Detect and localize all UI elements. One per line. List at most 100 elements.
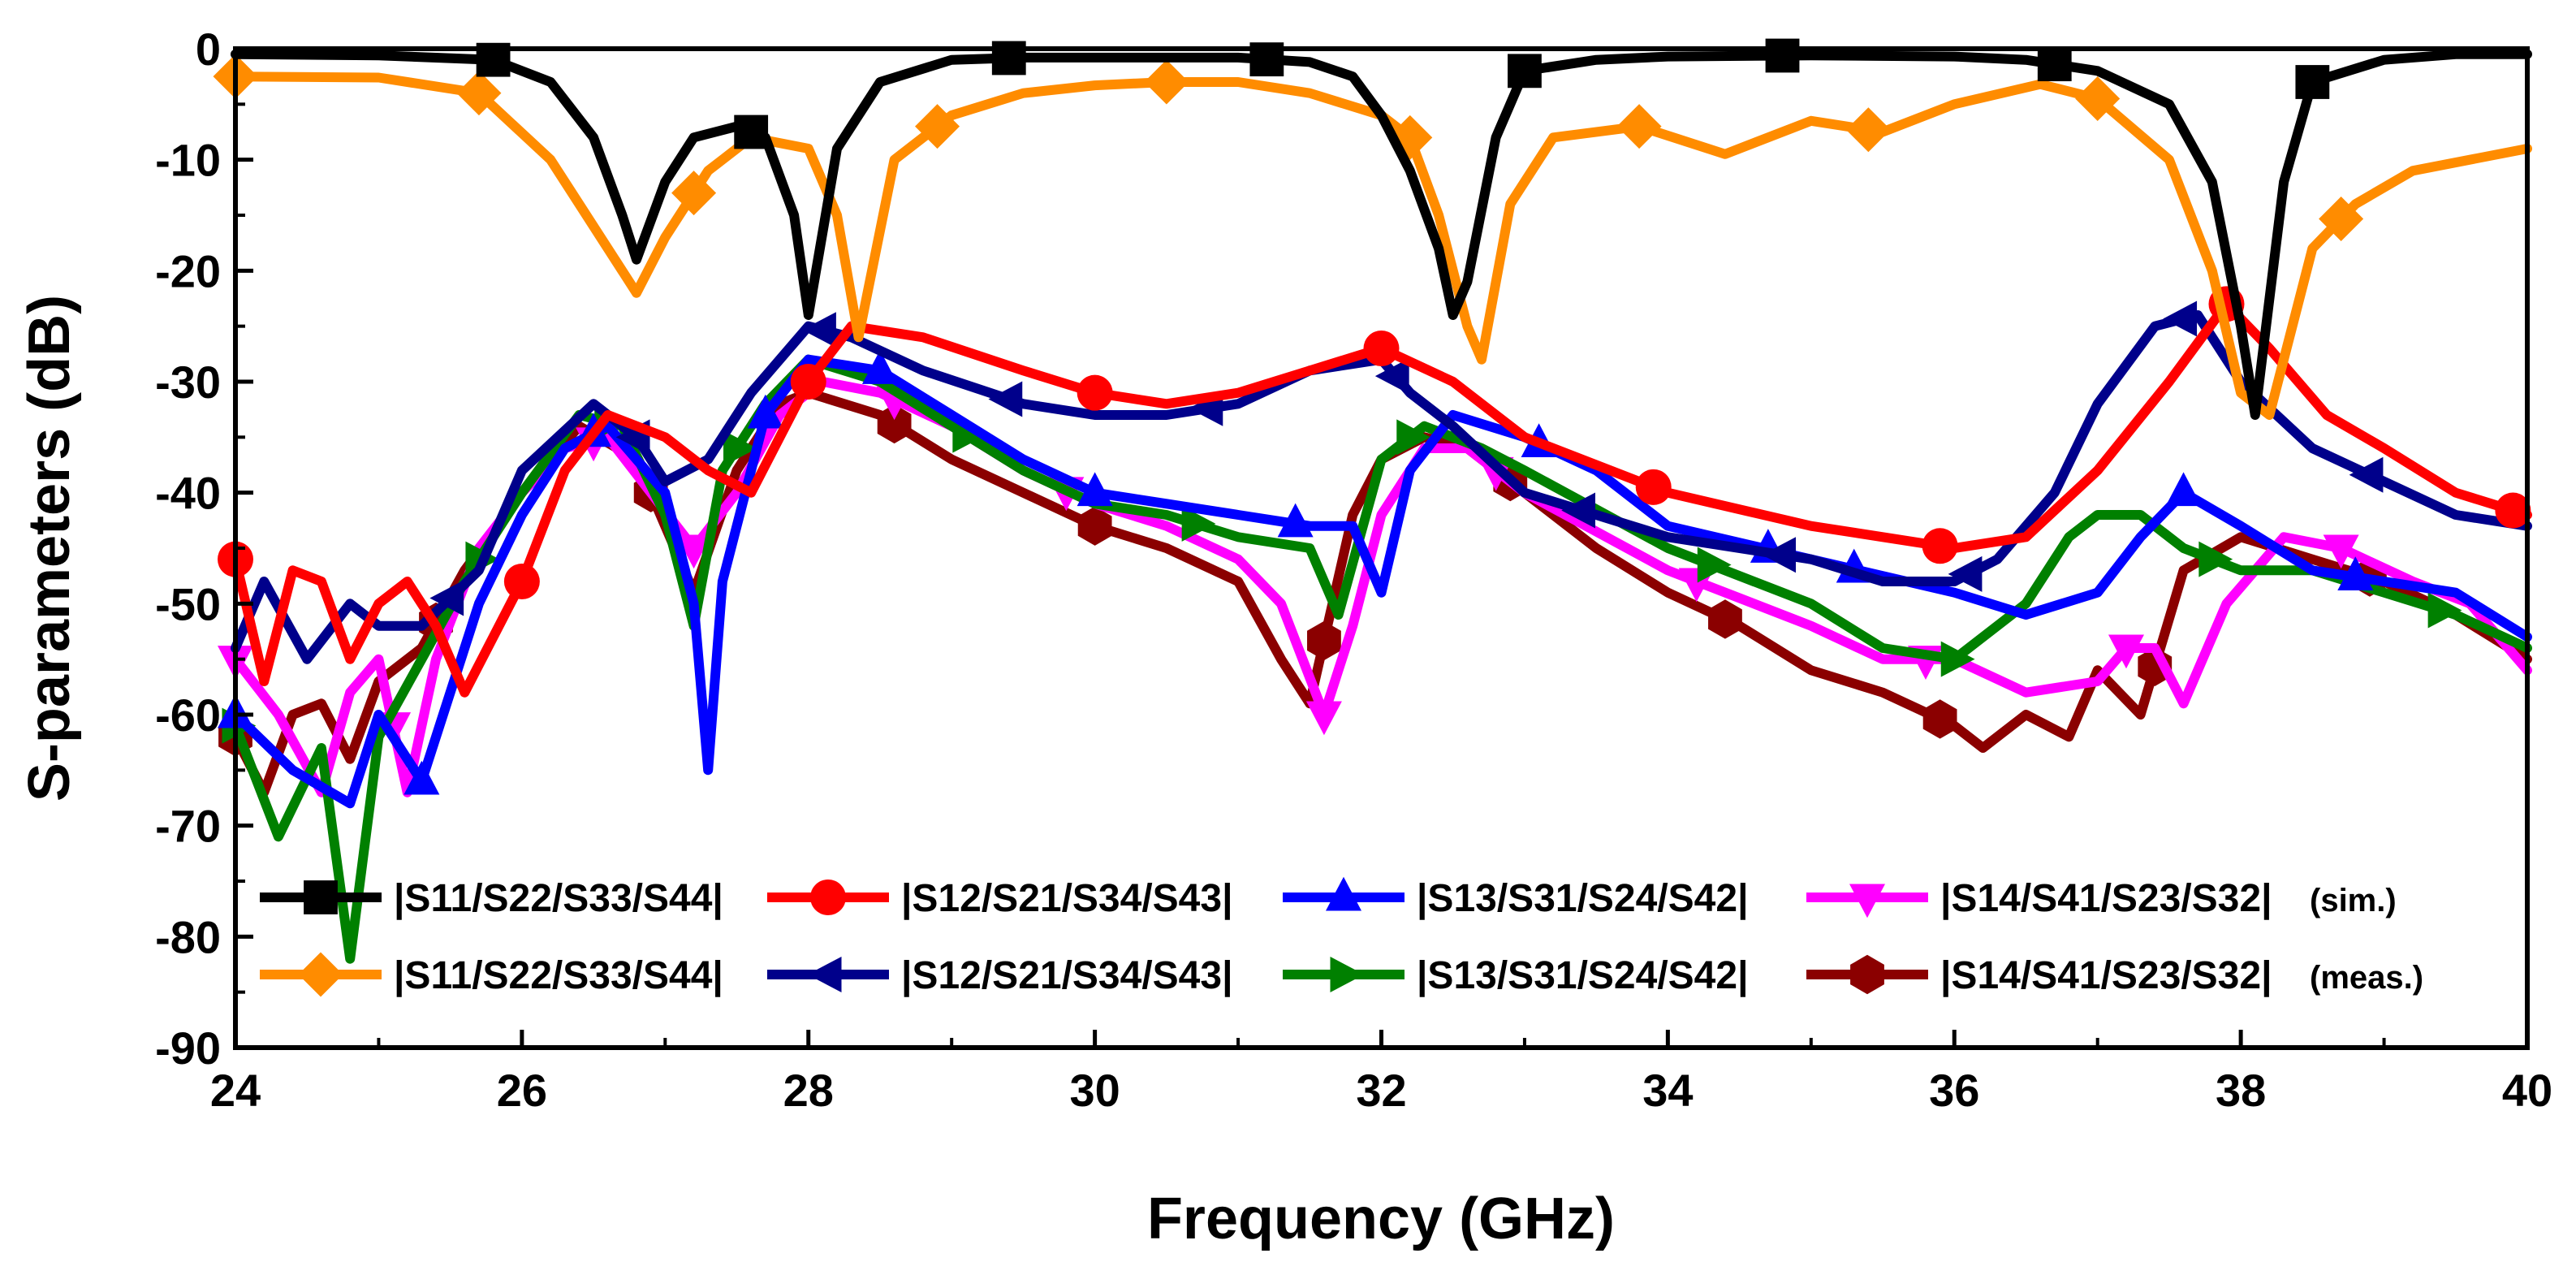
legend-swatch-marker xyxy=(810,880,846,915)
legend-note: (meas.) xyxy=(2310,960,2423,996)
legend-label: |S13/S31/S24/S42| xyxy=(1417,954,1749,997)
series-marker xyxy=(2198,541,2233,577)
x-tick-label: 24 xyxy=(210,1065,261,1116)
legend-item: |S14/S41/S23/S32| (meas.) xyxy=(1806,954,2423,997)
x-tick-label: 38 xyxy=(2216,1065,2266,1116)
x-tick-label: 36 xyxy=(1929,1065,1979,1116)
legend-swatch-marker xyxy=(1330,957,1365,992)
series-marker xyxy=(2495,492,2531,529)
series-marker xyxy=(1697,547,1732,583)
series-line xyxy=(231,310,2532,664)
legend-swatch-marker xyxy=(1850,954,1884,995)
y-tick-label: -40 xyxy=(155,468,221,519)
series-marker xyxy=(723,430,757,466)
y-tick-label: -90 xyxy=(155,1022,221,1074)
legend-item: |S13/S31/S24/S42| xyxy=(1283,876,1749,920)
legend-label: |S14/S41/S23/S32| xyxy=(1940,877,2272,920)
legend-item: |S13/S31/S24/S42| xyxy=(1283,954,1749,997)
series-marker xyxy=(877,404,912,444)
x-tick-label: 34 xyxy=(1642,1065,1693,1116)
series-marker xyxy=(1765,38,1800,73)
series-marker xyxy=(2323,534,2359,569)
series-marker xyxy=(2427,592,2462,629)
series-marker xyxy=(1396,419,1431,456)
series-marker xyxy=(1948,555,1983,592)
series-layer xyxy=(213,38,2532,964)
legend: |S11/S22/S33/S44| |S12/S21/S34/S43| |S13/S… xyxy=(260,876,2423,997)
series-marker xyxy=(1077,472,1113,507)
series-3 xyxy=(231,300,2532,664)
series-line xyxy=(231,354,2532,809)
series-marker xyxy=(671,171,717,216)
series-marker xyxy=(915,104,960,149)
series-marker xyxy=(503,564,540,599)
series-marker xyxy=(747,394,783,429)
y-tick-label: -80 xyxy=(155,911,221,962)
series-marker xyxy=(2075,76,2121,121)
y-tick-label: 0 xyxy=(196,24,221,75)
series-1 xyxy=(213,54,2532,420)
y-tick-label: -50 xyxy=(155,578,221,629)
legend-item: |S11/S22/S33/S44| xyxy=(260,877,723,920)
series-marker xyxy=(675,534,712,569)
legend-swatch-marker xyxy=(1849,884,1885,918)
series-line xyxy=(231,49,2532,420)
legend-note: (sim.) xyxy=(2310,883,2397,918)
y-tick-label: -30 xyxy=(155,357,221,408)
series-marker xyxy=(1922,699,1957,739)
series-marker xyxy=(1845,107,1891,153)
series-line xyxy=(231,377,2532,797)
series-marker xyxy=(991,41,1026,76)
x-axis-label: Frequency (GHz) xyxy=(1147,1186,1615,1251)
legend-label: |S14/S41/S23/S32| xyxy=(1940,954,2272,997)
series-marker xyxy=(802,312,836,348)
axis-ticks: 24 26 28 30 32 34 36 38 40 0 -10 -20 -30 -40 -50 -60 -70… xyxy=(155,24,2552,1116)
series-marker xyxy=(1922,528,1958,564)
series-marker xyxy=(2349,456,2384,493)
series-marker xyxy=(1307,620,1341,661)
series-marker xyxy=(1305,701,1342,736)
legend-swatch-marker xyxy=(1326,876,1361,911)
series-marker xyxy=(1144,59,1189,105)
legend-item: |S12/S21/S34/S43| xyxy=(767,877,1233,920)
legend-item: |S14/S41/S23/S32| (sim.) xyxy=(1806,877,2397,920)
x-tick-label: 40 xyxy=(2502,1065,2552,1116)
x-tick-label: 28 xyxy=(783,1065,834,1116)
series-marker xyxy=(403,760,440,795)
series-marker xyxy=(2319,197,2364,242)
series-marker xyxy=(1940,641,1975,677)
y-axis-label: S-parameters (dB) xyxy=(17,295,82,802)
series-marker xyxy=(1181,505,1216,542)
series-marker xyxy=(1363,331,1400,366)
legend-label: |S11/S22/S33/S44| xyxy=(394,877,723,920)
series-marker xyxy=(861,350,898,384)
series-marker xyxy=(429,580,464,616)
legend-item: |S11/S22/S33/S44| xyxy=(260,952,723,997)
series-marker xyxy=(988,381,1023,417)
series-marker xyxy=(2037,47,2072,82)
x-tick-label: 30 xyxy=(1069,1065,1120,1116)
legend-swatch-marker xyxy=(304,880,338,914)
series-marker xyxy=(1561,492,1596,529)
series-marker xyxy=(1374,358,1409,395)
legend-item: |S12/S21/S34/S43| xyxy=(767,954,1233,997)
legend-label: |S12/S21/S34/S43| xyxy=(901,877,1233,920)
x-tick-label: 32 xyxy=(1356,1065,1406,1116)
series-marker xyxy=(2295,65,2330,99)
series-marker xyxy=(1508,54,1542,89)
series-marker xyxy=(1077,374,1113,411)
series-marker xyxy=(456,71,502,116)
y-tick-label: -20 xyxy=(155,245,221,296)
legend-swatch-marker xyxy=(298,952,343,997)
series-marker xyxy=(1708,599,1742,639)
y-tick-label: -10 xyxy=(155,135,221,186)
series-marker xyxy=(2163,300,2198,337)
series-marker xyxy=(1635,469,1672,505)
series-marker xyxy=(1277,503,1314,538)
series-marker xyxy=(1616,104,1662,149)
series-marker xyxy=(734,115,769,149)
legend-label: |S11/S22/S33/S44| xyxy=(394,954,723,997)
series-marker xyxy=(1762,537,1797,573)
